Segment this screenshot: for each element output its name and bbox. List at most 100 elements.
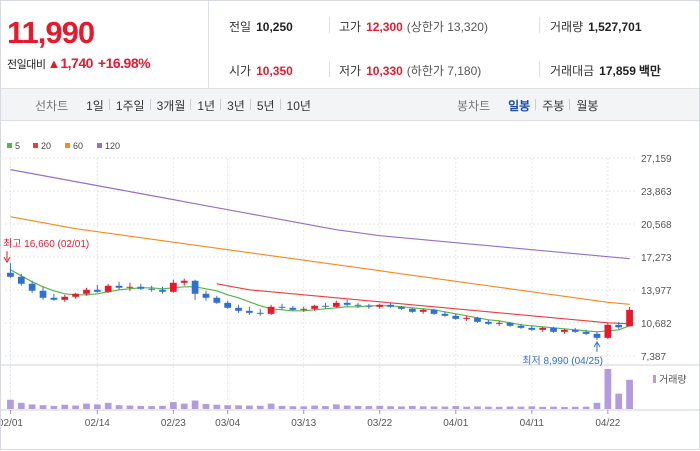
candle-daily[interactable]: 일봉: [508, 98, 531, 113]
candle-body: [626, 309, 633, 327]
volume-bar: [343, 405, 351, 409]
candle-body: [311, 305, 318, 309]
candle-body: [376, 304, 384, 307]
x-tick-label: 02/14: [85, 418, 110, 429]
volume-bar: [72, 405, 79, 409]
period-5y[interactable]: 5년: [249, 97, 281, 114]
divider: [329, 61, 330, 77]
volume-bar: [615, 393, 623, 409]
volume-bar: [180, 403, 188, 409]
volume-bar: [235, 405, 242, 409]
candle-body: [137, 286, 145, 289]
volume-bar: [126, 405, 134, 409]
divider: [539, 17, 540, 33]
line-chart-periods: 선차트 1일 1주일 3개월 1년 3년 5년 10년: [35, 89, 317, 121]
candle-body: [539, 327, 547, 330]
period-3y[interactable]: 3년: [220, 97, 251, 114]
y-tick-label: 13,977: [641, 286, 672, 297]
volume-bar: [93, 404, 101, 409]
volume-bar: [137, 405, 145, 409]
candle-body: [289, 307, 297, 310]
x-tick-label: 03/04: [215, 418, 240, 429]
volume-label: 거래량: [659, 374, 687, 386]
volume-bar: [256, 405, 264, 409]
candle-body: [235, 307, 242, 311]
volume-bar: [582, 406, 590, 409]
candle-chart-periods: 봉차트 일봉 주봉 월봉: [457, 89, 604, 121]
volume-bar: [463, 406, 471, 409]
period-10y[interactable]: 10년: [279, 97, 317, 114]
candle-body: [93, 289, 101, 292]
period-1w[interactable]: 1주일: [108, 97, 151, 114]
volume-bar: [267, 403, 275, 409]
stat-high: 고가 12,300 (상한가 13,320): [339, 20, 488, 34]
candle-chart-title: 봉차트: [457, 98, 491, 113]
volume-bar: [474, 406, 481, 409]
candle-body: [28, 283, 36, 291]
volume-bar: [550, 406, 557, 409]
period-1y[interactable]: 1년: [190, 97, 221, 114]
volume-bar: [115, 405, 123, 409]
y-tick-label: 27,159: [641, 154, 672, 165]
volume-bar: [452, 406, 460, 409]
volume-bar: [17, 402, 25, 409]
candle-body: [441, 313, 449, 316]
x-tick-label: 02/23: [161, 418, 186, 429]
candle-body: [582, 331, 590, 334]
candle-body: [561, 329, 568, 332]
ma-legend-swatch: [97, 143, 102, 148]
x-tick-label: 03/22: [367, 418, 392, 429]
volume-bar: [517, 406, 525, 409]
stat-trade-amount: 거래대금 17,859 백만: [550, 64, 661, 78]
period-1d[interactable]: 1일: [86, 98, 104, 113]
candle-body: [300, 308, 308, 310]
ma-line-ma120: [10, 169, 630, 260]
volume-bar: [311, 405, 318, 409]
volume-bar: [626, 379, 633, 409]
candle-body: [495, 322, 503, 324]
volume-bar: [213, 404, 221, 409]
volume-bar: [561, 406, 568, 409]
candle-body: [474, 317, 481, 322]
candle-body: [278, 306, 286, 308]
ma-line-ma5: [10, 269, 630, 333]
candle-body: [213, 297, 221, 303]
current-price: 11,990: [7, 15, 95, 50]
volume-bar: [528, 406, 536, 409]
candle-body: [224, 302, 232, 308]
y-tick-label: 7,387: [641, 352, 666, 363]
candle-body: [39, 290, 47, 298]
volume-bar: [332, 404, 340, 409]
volume-bar: [484, 406, 492, 409]
candle-body: [7, 272, 14, 277]
candle-body: [322, 305, 329, 307]
ma-legend-label: 120: [105, 141, 120, 151]
volume-bar: [604, 369, 612, 409]
volume-bar: [83, 403, 90, 409]
candle-body: [159, 289, 166, 292]
candle-body: [452, 315, 460, 319]
x-tick-label: 03/13: [291, 418, 316, 429]
volume-bar: [419, 406, 427, 409]
candle-weekly[interactable]: 주봉: [535, 97, 570, 114]
candle-body: [332, 302, 340, 307]
volume-bar: [159, 405, 166, 409]
period-3m[interactable]: 3개월: [149, 97, 192, 114]
candle-body: [169, 282, 177, 292]
volume-bar: [300, 406, 308, 409]
ma-legend-swatch: [65, 143, 70, 148]
candle-body: [354, 304, 362, 306]
volume-bar: [571, 406, 579, 409]
high-annotation: 최고 16,660 (02/01): [3, 238, 89, 250]
volume-bar: [376, 405, 384, 409]
volume-bar: [7, 399, 14, 409]
y-tick-label: 17,273: [641, 253, 672, 264]
volume-bar: [506, 406, 514, 409]
candle-body: [61, 296, 69, 300]
divider: [539, 61, 540, 77]
candle-body: [419, 309, 427, 312]
candle-body: [202, 293, 210, 298]
candle-monthly[interactable]: 월봉: [569, 97, 604, 114]
volume-bar: [224, 405, 232, 409]
